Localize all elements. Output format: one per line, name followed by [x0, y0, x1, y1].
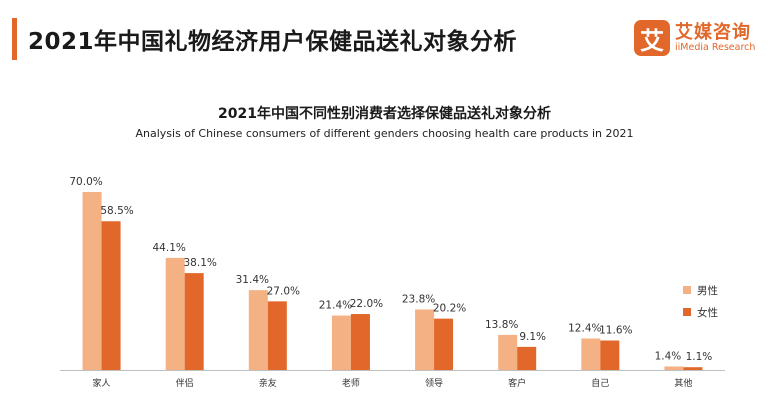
bar-male [415, 309, 435, 370]
data-label: 22.0% [350, 298, 383, 310]
chart-legend: 男性 女性 [683, 279, 718, 323]
x-tick-label: 领导 [425, 377, 443, 389]
bar-female [101, 221, 121, 370]
data-label: 23.8% [402, 293, 435, 305]
data-label: 21.4% [319, 300, 352, 312]
data-label: 58.5% [100, 205, 133, 217]
data-label: 31.4% [236, 274, 269, 286]
data-label: 44.1% [153, 242, 186, 254]
chart-title: 2021年中国不同性别消费者选择保健品送礼对象分析 [218, 106, 551, 122]
chart-subtitle: Analysis of Chinese consumers of differe… [135, 127, 634, 140]
data-label: 38.1% [184, 257, 217, 269]
logo-name-cn: 艾媒咨询 [675, 22, 751, 43]
legend-swatch-male [683, 286, 691, 294]
x-tick-label: 亲友 [259, 377, 277, 389]
data-label: 1.1% [686, 351, 713, 363]
data-label: 9.1% [519, 331, 546, 343]
x-tick-label: 伴侣 [176, 377, 194, 389]
legend-label-female: 女性 [697, 306, 718, 319]
data-label: 1.4% [655, 350, 682, 362]
logo-name-en: iiMedia Research [675, 42, 756, 53]
bar-female [267, 301, 287, 370]
iimedia-logo: 艾 艾媒咨询 iiMedia Research [634, 14, 762, 60]
data-label: 13.8% [485, 319, 518, 331]
x-tick-label: 老师 [342, 377, 360, 389]
page-title: 2021年中国礼物经济用户保健品送礼对象分析 [28, 29, 518, 55]
bar-female [434, 318, 454, 370]
bar-male [248, 290, 268, 370]
bar-female [600, 340, 620, 370]
bar-male [498, 334, 518, 370]
data-label: 12.4% [568, 322, 601, 334]
x-tick-label: 客户 [508, 377, 526, 389]
bar-female [517, 346, 537, 370]
bar-male [581, 338, 601, 370]
legend-label-male: 男性 [697, 284, 718, 297]
x-tick-label: 其他 [674, 377, 692, 389]
bar-female [350, 314, 370, 370]
data-label: 27.0% [267, 285, 300, 297]
legend-item-female: 女性 [683, 301, 718, 323]
bar-male [82, 192, 102, 370]
bar-female [184, 273, 204, 370]
title-accent-bar [12, 18, 17, 60]
bar-male [664, 366, 684, 370]
bar-male [165, 257, 185, 370]
legend-item-male: 男性 [683, 279, 718, 301]
x-tick-label: 自己 [591, 377, 609, 389]
bar-female [683, 367, 703, 370]
data-label: 20.2% [433, 303, 466, 315]
data-label: 70.0% [69, 176, 102, 188]
data-label: 11.6% [599, 325, 632, 337]
legend-swatch-female [683, 308, 691, 316]
x-tick-label: 家人 [93, 377, 111, 389]
logo-mark: 艾 [634, 20, 670, 56]
bar-male [331, 315, 351, 370]
